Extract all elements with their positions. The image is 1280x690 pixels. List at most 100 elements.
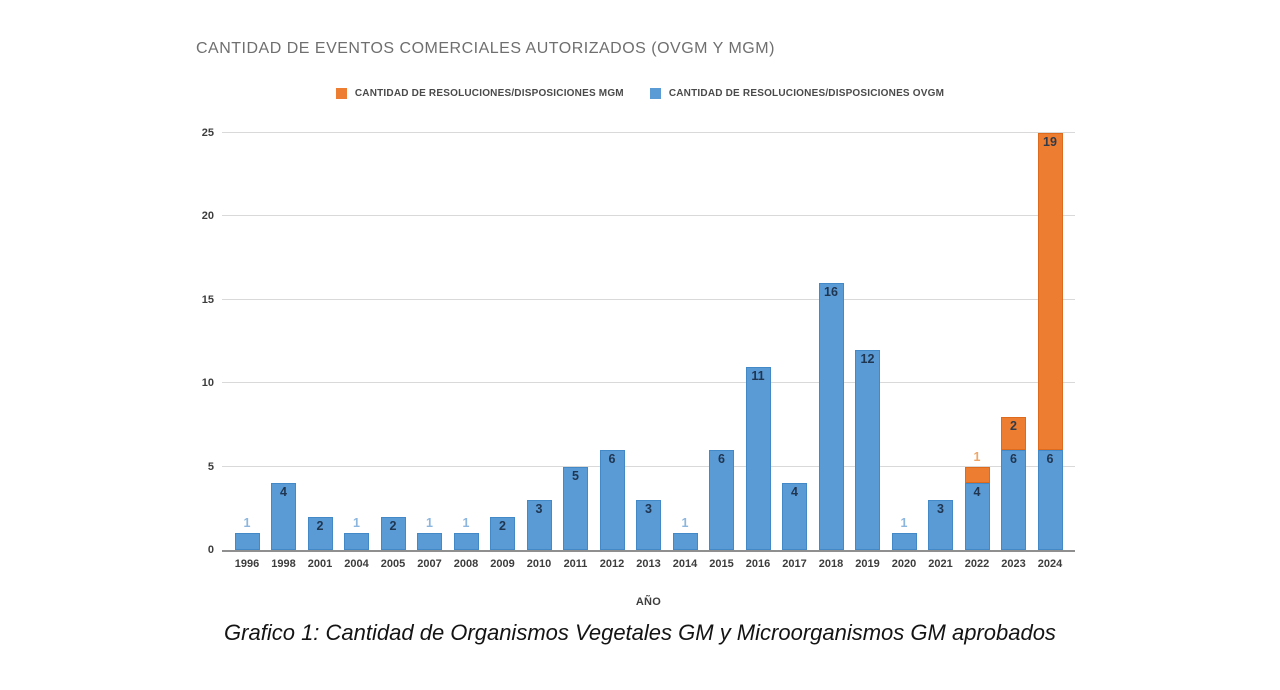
x-tick-label: 2023 bbox=[1001, 558, 1026, 570]
legend-item-mgm: CANTIDAD DE RESOLUCIONES/DISPOSICIONES M… bbox=[335, 88, 624, 99]
x-tick-label: 2017 bbox=[782, 558, 807, 570]
bar-segment-ovgm bbox=[526, 499, 552, 550]
bar-segment-ovgm bbox=[453, 533, 479, 550]
x-tick-label: 2019 bbox=[855, 558, 880, 570]
bar-segment-ovgm bbox=[271, 483, 296, 550]
bar-value-label: 5 bbox=[572, 468, 579, 483]
y-tick-label: 5 bbox=[207, 460, 214, 473]
legend-item-ovgm: CANTIDAD DE RESOLUCIONES/DISPOSICIONES O… bbox=[649, 88, 945, 99]
chart-title: CANTIDAD DE EVENTOS COMERCIALES AUTORIZA… bbox=[196, 40, 775, 57]
legend-label-ovgm: CANTIDAD DE RESOLUCIONES/DISPOSICIONES O… bbox=[668, 88, 945, 99]
bar-value-label: 1 bbox=[243, 516, 251, 531]
gridline bbox=[222, 465, 1075, 467]
bar-segment-ovgm bbox=[745, 366, 771, 550]
chart-legend: CANTIDAD DE RESOLUCIONES/DISPOSICIONES M… bbox=[0, 88, 1280, 99]
bar-segment-ovgm bbox=[964, 483, 990, 550]
bar-segment-ovgm bbox=[1037, 449, 1063, 550]
legend-swatch-ovgm-icon bbox=[649, 88, 661, 99]
bar-value-label: 16 bbox=[824, 285, 838, 300]
bar-value-label: 6 bbox=[1046, 451, 1054, 466]
bar-value-label: 12 bbox=[860, 351, 875, 366]
x-tick-label: 2010 bbox=[526, 558, 552, 570]
bar-value-label: 6 bbox=[718, 451, 725, 466]
bar-segment-ovgm bbox=[1001, 449, 1026, 550]
x-axis-title: AÑO bbox=[635, 596, 662, 608]
bar-value-label: 3 bbox=[535, 501, 543, 516]
bar-segment-ovgm bbox=[818, 283, 844, 550]
bar-segment-mgm bbox=[1037, 133, 1063, 450]
bar-value-label: 2 bbox=[499, 518, 506, 533]
bar-value-label: 1 bbox=[973, 449, 981, 464]
bar-segment-ovgm bbox=[782, 483, 807, 550]
x-tick-label: 2004 bbox=[344, 558, 369, 570]
bar-value-label: 1 bbox=[426, 516, 433, 531]
bar-segment-ovgm bbox=[928, 499, 953, 550]
bar-value-label: 6 bbox=[1010, 451, 1017, 466]
x-tick-label: 2008 bbox=[453, 558, 479, 570]
bar-value-label: 6 bbox=[608, 451, 616, 466]
bar-segment-ovgm bbox=[636, 499, 661, 550]
bar-segment-ovgm bbox=[709, 449, 734, 550]
x-tick-label: 2013 bbox=[636, 558, 661, 570]
bar-segment-ovgm bbox=[599, 449, 625, 550]
bar-value-label: 1 bbox=[462, 516, 470, 531]
x-tick-label: 2005 bbox=[380, 558, 406, 570]
gridline bbox=[222, 215, 1075, 217]
bar-segment-ovgm bbox=[380, 516, 406, 550]
y-tick-label: 15 bbox=[201, 293, 214, 306]
x-tick-label: 2009 bbox=[490, 558, 515, 570]
bar-value-label: 1 bbox=[681, 516, 689, 531]
legend-label-mgm: CANTIDAD DE RESOLUCIONES/DISPOSICIONES M… bbox=[354, 88, 624, 99]
bar-value-label: 4 bbox=[791, 485, 798, 500]
y-tick-label: 10 bbox=[201, 377, 214, 390]
gridline bbox=[222, 298, 1075, 300]
x-tick-label: 2024 bbox=[1037, 558, 1063, 570]
x-tick-label: 2020 bbox=[891, 558, 917, 570]
gridline bbox=[222, 132, 1075, 133]
x-tick-label: 2014 bbox=[672, 558, 698, 570]
bar-segment-ovgm bbox=[417, 533, 442, 550]
bar-value-label: 3 bbox=[645, 501, 652, 516]
bar-segment-ovgm bbox=[307, 516, 333, 550]
bar-segment-ovgm bbox=[672, 533, 698, 550]
bar-value-label: 4 bbox=[280, 485, 287, 500]
bar-segment-ovgm bbox=[563, 466, 588, 550]
x-tick-label: 2021 bbox=[928, 558, 953, 570]
bar-segment-ovgm bbox=[490, 516, 515, 550]
x-tick-label: 2012 bbox=[599, 558, 625, 570]
y-tick-label: 25 bbox=[201, 127, 214, 139]
x-tick-label: 1996 bbox=[234, 558, 260, 570]
x-tick-label: 2018 bbox=[818, 558, 844, 570]
bar-value-label: 2 bbox=[316, 518, 324, 533]
legend-swatch-mgm-icon bbox=[335, 88, 347, 99]
bar-value-label: 1 bbox=[900, 516, 908, 531]
bar-value-label: 11 bbox=[751, 368, 765, 383]
gridline bbox=[222, 382, 1075, 384]
bar-value-label: 2 bbox=[389, 518, 397, 533]
x-tick-label: 2011 bbox=[563, 558, 588, 570]
bar-segment-ovgm bbox=[234, 533, 260, 550]
y-tick-label: 20 bbox=[201, 210, 214, 223]
x-tick-label: 2015 bbox=[709, 558, 734, 570]
y-tick-label: 0 bbox=[207, 544, 214, 556]
x-tick-label: 2007 bbox=[417, 558, 442, 570]
bar-segment-ovgm bbox=[344, 533, 369, 550]
bar-value-label: 4 bbox=[973, 485, 981, 500]
bar-value-label: 2 bbox=[1010, 418, 1017, 433]
bar-value-label: 19 bbox=[1043, 135, 1057, 149]
x-tick-label: 2001 bbox=[307, 558, 333, 570]
bar-segment-mgm bbox=[1001, 416, 1026, 450]
bar-segment-ovgm bbox=[891, 533, 917, 550]
plot-area: 1 4 2 1 2 1 1 2 3 5 6 3 1 6 11 4 16 12 1 3 4 1 6 2 6 19 bbox=[222, 132, 1075, 552]
bar-value-label: 1 bbox=[353, 516, 360, 531]
x-tick-label: 2022 bbox=[964, 558, 990, 570]
bar-segment-mgm bbox=[964, 466, 990, 484]
x-tick-label: 1998 bbox=[271, 558, 296, 570]
x-tick-label: 2016 bbox=[745, 558, 771, 570]
bar-value-label: 3 bbox=[937, 501, 944, 516]
bar-segment-ovgm bbox=[855, 349, 880, 550]
y-axis: 0 5 10 15 20 25 bbox=[168, 127, 214, 556]
figure-caption: Grafico 1: Cantidad de Organismos Vegeta… bbox=[224, 620, 1056, 645]
x-axis: 1996 1998 2001 2004 2005 2007 2008 2009 2010 2011… bbox=[222, 558, 1075, 574]
